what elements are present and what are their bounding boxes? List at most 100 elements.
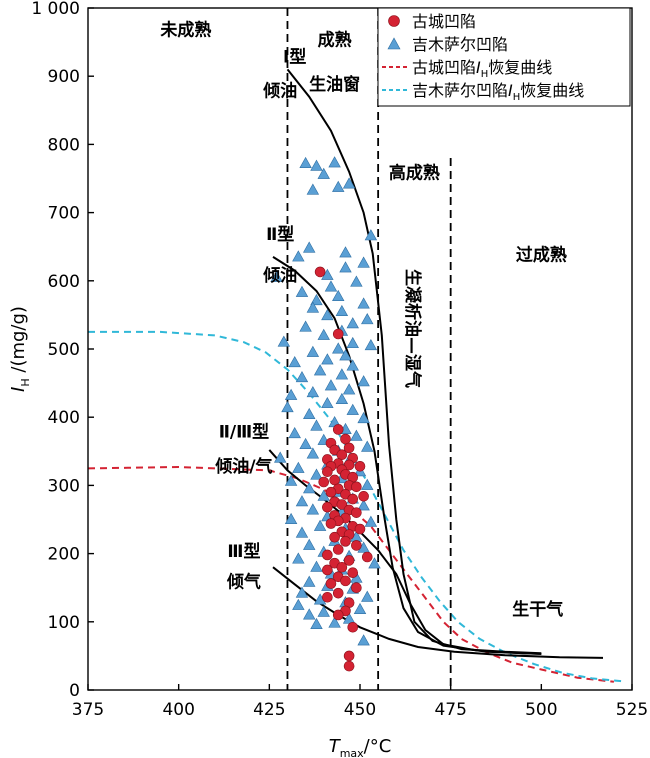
triangle-point-110 [310,617,323,630]
triangle-point-81 [364,515,378,527]
y-tick-label-1: 100 [48,613,80,633]
triangle-point-2 [328,156,341,168]
circle-point-46 [343,555,355,566]
triangle-point-15 [350,275,363,287]
triangle-point-87 [303,538,316,550]
circle-point-41 [340,536,351,547]
circle-point-44 [322,549,333,561]
circle-point-31 [351,507,362,518]
triangle-point-75 [295,495,309,507]
x-tick-label-3: 450 [344,700,376,720]
zone-labels: 未成熟成熟生油窗高成熟过成熟生干气生凝析油—湿气Ⅰ型倾油Ⅱ型倾油Ⅱ/Ⅲ型倾油/气… [159,19,566,620]
triangle-point-69 [284,474,298,486]
type-label-0: Ⅰ型 [283,47,306,68]
triangle-point-6 [306,183,320,195]
x-tick-label-6: 525 [616,700,648,720]
triangle-point-24 [361,313,374,325]
recovery-curves [87,330,622,683]
triangle-point-62 [274,451,287,463]
triangle-point-33 [306,345,320,357]
triangle-point-59 [361,440,374,452]
triangle-point-108 [342,612,356,624]
y-axis-title: IH /(mg/g) [8,306,32,392]
triangle-point-45 [284,388,298,400]
triangle-point-77 [306,503,320,515]
legend-label-0: 古城凹陷 [412,12,476,31]
circle-point-60 [347,621,359,633]
triangle-point-31 [364,338,378,351]
circle-point-3 [340,433,351,445]
triangle-point-101 [361,590,374,602]
triangle-point-56 [350,429,363,441]
legend-label-2: 古城凹陷IH恢复曲线 [412,58,552,80]
triangle-point-8 [303,241,316,253]
triangle-point-46 [335,392,349,404]
recovery-curve-0 [87,465,615,683]
triangle-point-19 [310,293,323,306]
zone-label-2: 生油窗 [309,74,360,95]
x-tick-label-2: 425 [253,700,285,720]
triangle-point-44 [306,386,320,398]
circle-point-45 [361,551,373,563]
triangle-point-106 [317,605,330,617]
x-axis-title: Tmax/°C [329,736,392,758]
x-tick-label-0: 375 [72,700,104,720]
y-tick-label-4: 400 [48,408,80,428]
circle-point-43 [332,544,344,555]
circle-point-55 [332,587,344,599]
y-tick-label-9: 900 [48,67,80,87]
circle-point-5 [343,442,355,454]
triangle-point-104 [292,598,305,610]
triangle-point-37 [346,359,359,371]
triangle-point-100 [295,586,309,598]
triangle-point-1 [310,159,323,171]
triangle-point-32 [332,342,345,354]
triangle-point-92 [368,557,381,569]
triangle-point-48 [281,401,294,413]
y-tick-label-6: 600 [48,272,80,292]
triangle-point-109 [328,616,341,628]
circle-point-54 [351,582,362,594]
triangle-point-105 [353,602,367,615]
triangle-point-38 [313,364,327,376]
y-tick-label-2: 200 [48,545,80,565]
legend-box [377,7,631,107]
triangle-point-51 [357,411,370,424]
circle-point-35 [325,518,337,529]
triangle-point-28 [317,328,330,340]
triangle-point-97 [303,575,316,587]
triangle-point-80 [284,512,298,525]
triangle-point-49 [346,403,359,415]
triangle-point-30 [346,336,359,349]
triangle-point-73 [317,489,330,501]
zone-label-0: 未成熟 [159,19,211,40]
triangle-point-67 [310,468,323,480]
triangle-point-50 [303,407,316,419]
triangle-point-16 [324,280,338,292]
triangle-point-40 [295,371,309,383]
legend-label-3: 吉木萨尔凹陷IH恢复曲线 [412,81,584,103]
y-tick-label-7: 700 [48,204,80,224]
triangle-point-71 [303,482,316,494]
recovery-curve-1 [88,330,622,683]
triangle-point-17 [295,285,309,297]
triangle-point-43 [342,383,356,395]
circle-point-29 [322,501,333,513]
circle-point-28 [336,499,348,510]
triangle-point-61 [306,447,320,459]
triangle-point-25 [346,317,359,329]
type-label-5: 倾油/气 [214,456,272,477]
circle-point-48 [336,561,348,573]
triangle-point-53 [310,419,323,431]
type-label-4: Ⅱ/Ⅲ型 [219,422,269,443]
zone-label-1: 成熟 [318,30,352,51]
triangle-point-0 [299,156,312,168]
circle-point-37 [354,523,366,535]
circle-point-25 [358,491,369,502]
triangle-point-14 [270,270,283,282]
triangle-point-23 [321,308,334,321]
circle-point-49 [322,564,333,576]
zone-label-5: 生干气 [512,599,563,620]
vertical-zone-label: 生凝析油—湿气 [402,269,423,388]
